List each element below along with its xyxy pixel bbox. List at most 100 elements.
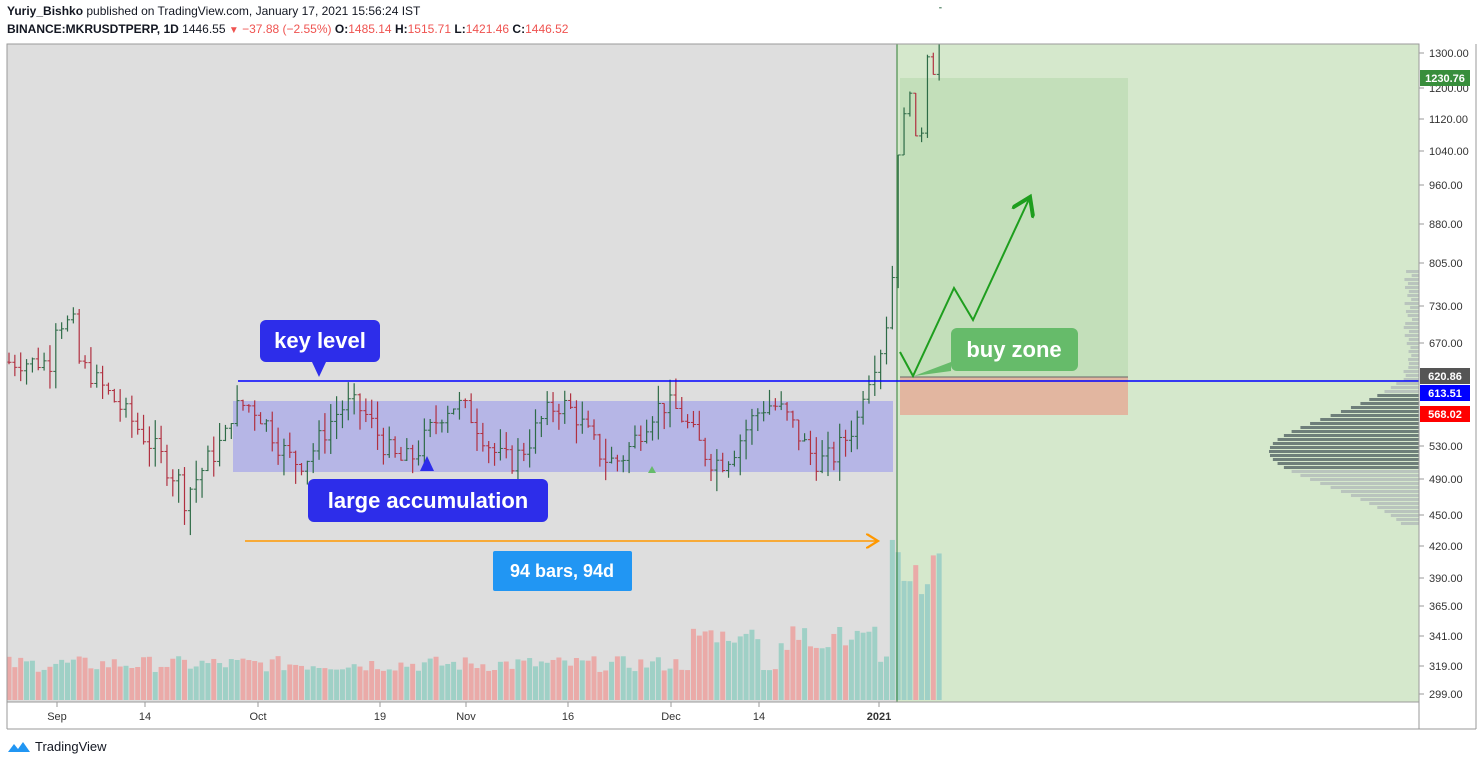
volume-bar: [287, 664, 293, 700]
volume-bar: [591, 656, 597, 700]
volume-bar: [100, 661, 106, 700]
volume-bar: [275, 656, 281, 700]
volume-bar: [70, 659, 76, 700]
volume-bar: [135, 667, 141, 700]
buy-zone-callout[interactable]: buy zone: [914, 328, 1078, 376]
volume-profile-row: [1269, 446, 1419, 449]
price-tick-label: 450.00: [1429, 510, 1463, 522]
price-tick-label: 1040.00: [1429, 146, 1469, 158]
price-tick-label: 319.00: [1429, 661, 1463, 673]
stop-loss-zone: [900, 377, 1128, 415]
volume-profile-row: [1411, 298, 1419, 301]
volume-profile-row: [1408, 358, 1419, 361]
volume-bar: [650, 661, 655, 700]
author-name[interactable]: Yuriy_Bishko: [7, 4, 84, 18]
volume-bar: [152, 671, 158, 700]
volume-profile-row: [1412, 318, 1419, 321]
volume-bar: [111, 659, 117, 700]
volume-bar: [679, 669, 685, 700]
volume-bar: [486, 670, 492, 700]
high-label: H:: [394, 22, 408, 36]
open-label: O:: [334, 22, 349, 36]
price-tick-label: 805.00: [1429, 258, 1463, 270]
volume-bar: [556, 657, 562, 700]
volume-bar: [702, 631, 708, 700]
tradingview-logo-icon: [8, 741, 30, 752]
volume-profile-row: [1404, 334, 1419, 337]
symbol-name[interactable]: BINANCE:MKRUSDTPERP, 1D: [7, 22, 179, 36]
volume-bar: [544, 662, 550, 700]
volume-bar: [468, 663, 474, 700]
volume-profile-row: [1408, 290, 1419, 293]
accumulation-callout[interactable]: large accumulation: [308, 456, 548, 522]
volume-bar: [41, 669, 47, 700]
volume-bar: [731, 642, 737, 700]
footer[interactable]: TradingView: [7, 739, 107, 754]
volume-profile-row: [1403, 378, 1419, 381]
volume-bar: [59, 659, 65, 700]
volume-bar: [433, 656, 439, 700]
price-axis[interactable]: 1300.001200.001120.001040.00960.00880.00…: [1419, 48, 1469, 701]
price-tick-label: 365.00: [1429, 601, 1463, 613]
volume-profile-row: [1403, 370, 1419, 373]
volume-bar: [597, 671, 603, 700]
volume-profile-row: [1405, 310, 1419, 313]
volume-bar: [304, 669, 310, 700]
volume-bar: [690, 628, 696, 700]
price-tick-label: 341.00: [1429, 631, 1463, 643]
volume-bar: [281, 670, 287, 700]
volume-bar: [644, 667, 650, 700]
time-tick-label: Sep: [47, 711, 67, 723]
volume-bar: [105, 667, 111, 700]
volume-bar: [796, 639, 802, 700]
volume-profile-row: [1277, 462, 1419, 465]
volume-bar: [334, 669, 340, 700]
volume-profile-row: [1407, 294, 1419, 297]
volume-bar: [503, 661, 509, 700]
volume-bar: [667, 668, 673, 700]
volume-bar: [497, 661, 503, 700]
volume-bar: [35, 671, 41, 700]
price-label-text: 620.86: [1428, 371, 1462, 383]
volume-bar: [603, 670, 609, 700]
ohlc-line: BINANCE:MKRUSDTPERP, 1D 1446.55 ▼ −37.88…: [7, 22, 568, 36]
volume-bar: [550, 659, 556, 700]
volume-bar: [866, 631, 872, 700]
volume-bar: [772, 669, 778, 700]
volume-bar: [726, 640, 732, 700]
volume-bar: [117, 666, 123, 700]
price-tick-label: 730.00: [1429, 301, 1463, 313]
footer-brand: TradingView: [35, 739, 107, 754]
volume-bar: [825, 647, 831, 700]
key-level-label: key level: [274, 328, 366, 353]
volume-bar: [65, 662, 70, 700]
volume-bar: [146, 656, 152, 700]
volume-profile-row: [1310, 478, 1419, 481]
volume-profile-row: [1404, 278, 1419, 281]
price-label-text: 568.02: [1428, 409, 1462, 421]
volume-bar: [655, 657, 661, 700]
volume-profile-row: [1310, 422, 1419, 425]
volume-profile-row: [1369, 398, 1419, 401]
volume-bar: [579, 660, 585, 700]
volume-bar: [802, 628, 808, 700]
volume-profile-row: [1384, 510, 1419, 513]
low-label: L:: [454, 22, 466, 36]
price-tick-label: 390.00: [1429, 573, 1463, 585]
volume-bar: [767, 670, 772, 700]
range-measure-label[interactable]: 94 bars, 94d: [493, 551, 632, 591]
volume-bar: [53, 663, 59, 700]
key-level-callout[interactable]: key level: [260, 320, 380, 377]
volume-bar: [661, 670, 667, 700]
volume-bar: [907, 581, 913, 700]
time-tick-label: Dec: [661, 711, 681, 723]
volume-profile-row: [1377, 506, 1419, 509]
volume-profile-row: [1320, 418, 1419, 421]
volume-bar: [369, 661, 375, 700]
time-axis[interactable]: Sep 14 Oct 19 Nov 16 Dec 14 2021: [47, 702, 891, 723]
volume-bar: [299, 665, 304, 700]
volume-bar: [924, 584, 930, 700]
volume-bar: [416, 670, 421, 700]
volume-profile-row: [1330, 414, 1419, 417]
